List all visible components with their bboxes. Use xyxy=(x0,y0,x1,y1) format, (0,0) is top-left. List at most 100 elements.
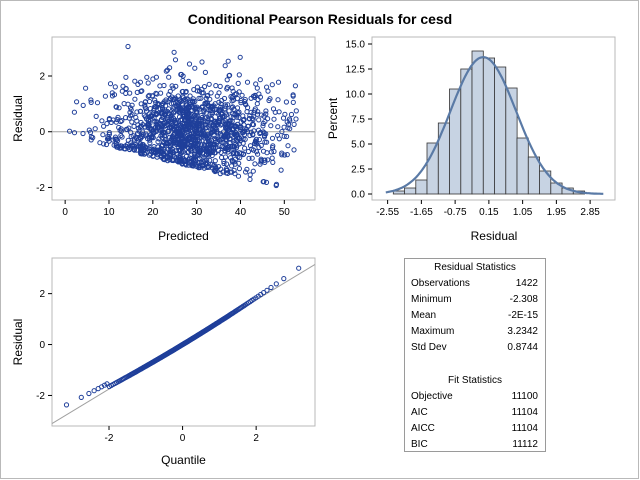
x-axis-ticks-3: -2 0 2 xyxy=(105,426,259,444)
data-point xyxy=(80,130,86,137)
fit-label: Objective xyxy=(411,391,453,402)
data-point xyxy=(133,114,139,121)
data-point xyxy=(100,132,106,138)
fit-label: AICC xyxy=(411,423,435,434)
data-point xyxy=(209,161,215,167)
data-point xyxy=(143,116,150,122)
data-point xyxy=(155,101,161,108)
data-point xyxy=(275,79,282,85)
y-tick-label: 15.0 xyxy=(346,40,366,51)
x-tick-label: 20 xyxy=(147,207,159,218)
data-point xyxy=(248,109,254,116)
x-tick-label: 10 xyxy=(103,207,115,218)
x-axis-label-1: Predicted xyxy=(158,229,209,243)
x-tick-label: 0 xyxy=(62,207,68,218)
data-point xyxy=(243,169,249,175)
data-point xyxy=(159,124,165,130)
data-point xyxy=(123,85,129,92)
data-point xyxy=(164,67,170,73)
qq-point xyxy=(281,276,287,282)
data-point xyxy=(134,89,140,96)
x-tick-label: 40 xyxy=(235,207,247,218)
fit-label: AIC xyxy=(411,407,428,418)
data-point xyxy=(227,120,233,126)
data-point xyxy=(249,155,255,161)
data-point xyxy=(242,99,248,105)
data-point xyxy=(148,151,154,157)
data-point xyxy=(223,112,229,118)
data-point xyxy=(206,81,212,87)
data-point xyxy=(193,154,199,160)
data-point xyxy=(269,82,275,88)
data-point xyxy=(196,95,202,102)
data-point xyxy=(263,179,270,185)
x-tick-label: 50 xyxy=(279,207,291,218)
data-point xyxy=(153,90,159,96)
data-point xyxy=(262,139,268,145)
data-point xyxy=(225,58,231,64)
data-point xyxy=(194,122,200,128)
stat-label: Maximum xyxy=(411,326,455,337)
data-point xyxy=(247,172,253,178)
data-point xyxy=(242,136,248,142)
data-point xyxy=(225,170,231,176)
data-point xyxy=(197,88,203,94)
data-point xyxy=(246,115,253,122)
histogram-bar xyxy=(404,187,417,195)
stat-label: Minimum xyxy=(411,294,452,305)
data-point xyxy=(202,122,208,128)
data-point xyxy=(71,109,78,115)
stat-label: Std Dev xyxy=(411,342,447,353)
y-axis-label-3: Residual xyxy=(11,319,25,366)
data-point xyxy=(247,132,253,139)
histogram-bar xyxy=(516,137,529,195)
data-point xyxy=(234,105,241,111)
data-point xyxy=(208,90,214,96)
data-point xyxy=(265,88,271,94)
data-point xyxy=(116,105,122,111)
data-point xyxy=(207,96,213,102)
data-point xyxy=(112,134,119,140)
data-point xyxy=(172,57,179,63)
data-point xyxy=(198,132,204,138)
data-point xyxy=(191,126,197,133)
data-point xyxy=(218,131,224,137)
data-point xyxy=(241,116,247,122)
qq-point xyxy=(101,382,108,388)
data-point xyxy=(211,103,217,109)
data-point xyxy=(235,173,242,179)
data-point xyxy=(128,140,134,146)
data-point xyxy=(217,143,223,149)
data-point xyxy=(184,136,190,142)
data-point xyxy=(152,118,158,124)
data-point xyxy=(245,148,252,155)
data-point xyxy=(67,128,73,134)
data-point xyxy=(210,122,216,128)
data-point xyxy=(241,151,247,157)
x-tick-label: 1.95 xyxy=(547,207,567,218)
data-point xyxy=(218,101,224,107)
histogram-bar xyxy=(437,122,450,195)
data-point xyxy=(118,145,125,151)
data-point xyxy=(177,154,183,161)
data-point xyxy=(225,149,231,155)
data-point xyxy=(236,89,242,95)
data-point xyxy=(227,118,233,124)
data-point xyxy=(220,119,226,125)
data-point xyxy=(139,88,145,94)
data-point xyxy=(111,92,118,98)
y-tick-label: 5.0 xyxy=(351,140,365,151)
data-point xyxy=(189,131,195,137)
data-point xyxy=(141,151,147,157)
data-point xyxy=(206,124,212,130)
y-axis-ticks-3: -2 0 2 xyxy=(36,289,52,402)
normal-density-curve xyxy=(385,55,604,195)
data-point xyxy=(148,127,154,133)
data-point xyxy=(272,109,278,115)
data-point xyxy=(160,114,166,121)
data-point xyxy=(256,137,262,143)
y-axis-ticks-2: 0.0 2.5 5.0 7.5 10.0 12.5 15.0 xyxy=(346,40,372,201)
data-point xyxy=(281,133,287,139)
